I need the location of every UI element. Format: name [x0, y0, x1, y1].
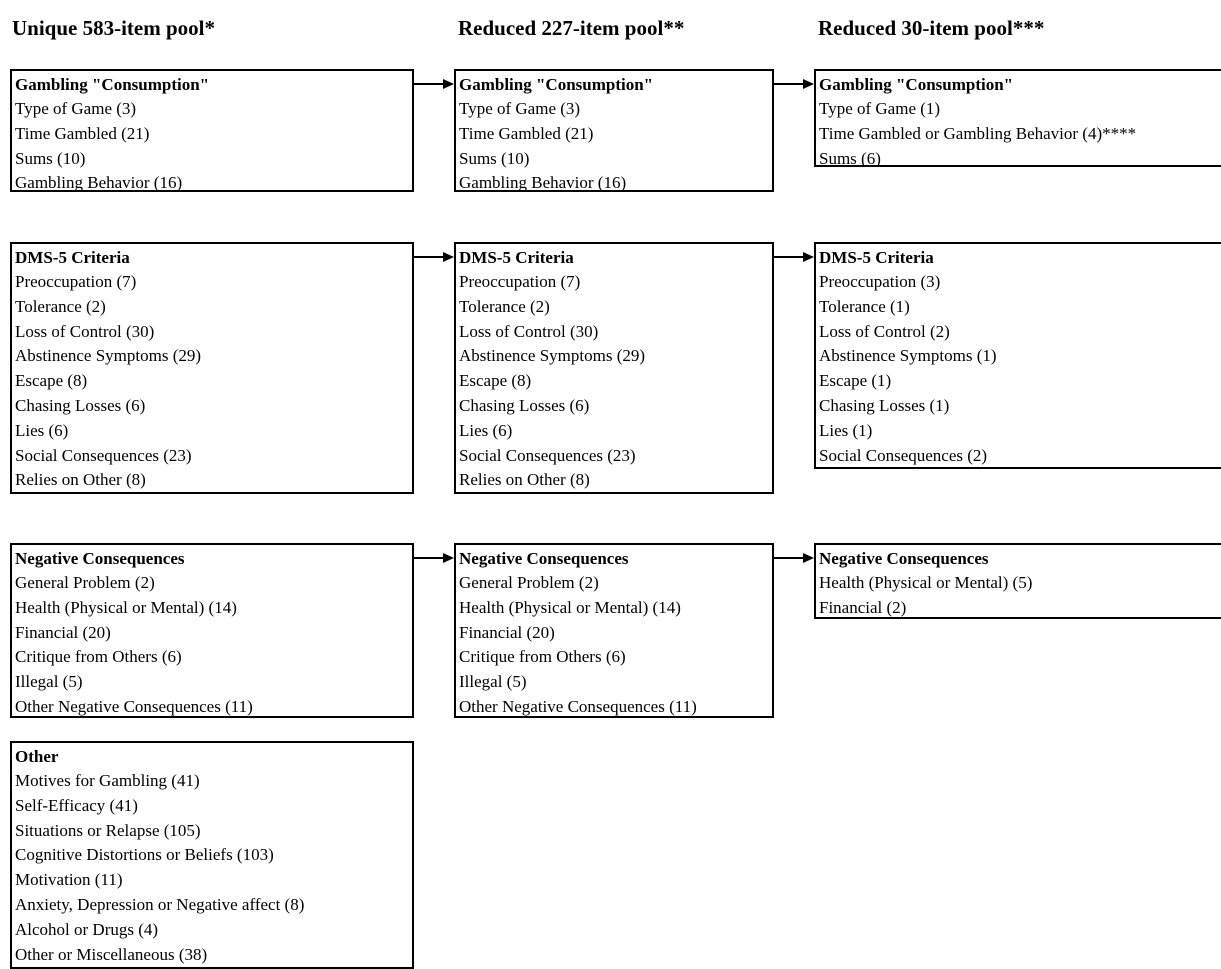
box-item: Type of Game (3): [15, 99, 137, 118]
arrow-consumption-583-to-227: [414, 79, 454, 89]
box-item: Other Negative Consequences (11): [459, 696, 697, 716]
arrow-negative-583-to-227: [414, 553, 454, 563]
box-item: Escape (8): [15, 371, 88, 391]
box-583-negative-consequences: Negative Consequences General Problem (2)…: [10, 543, 414, 718]
box-item: Sums (10): [459, 148, 530, 168]
box-item: Illegal (5): [15, 672, 83, 692]
box-item: Chasing Losses (1): [819, 395, 950, 415]
box-item: General Problem (2): [15, 573, 155, 592]
column-title-30: Reduced 30-item pool***: [818, 16, 1045, 40]
box-item: Type of Game (3): [459, 99, 581, 118]
box-title: DMS-5 Criteria: [15, 248, 130, 267]
box-item: Financial (20): [459, 622, 555, 642]
box-item: Social Consequences (23): [459, 445, 636, 465]
box-item: Type of Game (1): [819, 99, 941, 118]
box-item: Cognitive Distortions or Beliefs (103): [15, 845, 274, 865]
box-item: Tolerance (2): [15, 296, 106, 316]
box-item: Social Consequences (2): [819, 445, 988, 465]
box-item: Alcohol or Drugs (4): [15, 919, 159, 939]
box-item: Illegal (5): [459, 672, 527, 692]
box-item: Time Gambled or Gambling Behavior (4)***…: [819, 123, 1137, 143]
arrow-dsm-227-to-30: [774, 252, 814, 262]
box-227-dsm-criteria: DMS-5 Criteria Preoccupation (7) Tolerance…: [454, 242, 774, 494]
box-item: Critique from Others (6): [459, 647, 626, 667]
box-item: Abstinence Symptoms (29): [459, 346, 646, 366]
column-title-583: Unique 583-item pool*: [12, 16, 216, 40]
box-item: General Problem (2): [459, 573, 599, 592]
box-227-consumption: Gambling "Consumption" Type of Game (3) Ti…: [454, 69, 774, 192]
box-item: Tolerance (2): [459, 296, 550, 316]
box-item: Critique from Others (6): [15, 647, 182, 667]
box-30-dsm-criteria: DMS-5 Criteria Preoccupation (3) Tolerance…: [814, 242, 1221, 469]
box-title: Negative Consequences: [819, 549, 989, 568]
box-item: Motives for Gambling (41): [15, 771, 200, 790]
box-item: Relies on Other (8): [459, 470, 590, 490]
box-title: Negative Consequences: [15, 549, 185, 568]
box-item: Anxiety, Depression or Negative affect (…: [15, 894, 305, 914]
box-item: Other Negative Consequences (11): [15, 696, 253, 716]
box-item: Social Consequences (23): [15, 445, 192, 465]
box-item: Preoccupation (7): [15, 272, 137, 291]
box-item: Situations or Relapse (105): [15, 820, 201, 840]
box-item: Chasing Losses (6): [459, 395, 590, 415]
box-item: Tolerance (1): [819, 296, 910, 316]
box-title: Gambling "Consumption": [819, 75, 1014, 94]
box-item: Chasing Losses (6): [15, 395, 146, 415]
box-583-other: Other Motives for Gambling (41) Self-Effic…: [10, 741, 414, 969]
box-item: Gambling Behavior (16): [15, 173, 183, 192]
box-item: Preoccupation (3): [819, 272, 941, 291]
box-item: Lies (6): [15, 420, 69, 440]
box-item: Time Gambled (21): [459, 123, 594, 143]
box-30-negative-consequences: Negative Consequences Health (Physical or…: [814, 543, 1221, 619]
box-item: Abstinence Symptoms (29): [15, 346, 202, 366]
box-583-consumption: Gambling "Consumption" Type of Game (3) Ti…: [10, 69, 414, 192]
box-item: Preoccupation (7): [459, 272, 581, 291]
box-item: Financial (2): [819, 597, 907, 617]
box-item: Time Gambled (21): [15, 123, 150, 143]
box-item: Escape (8): [459, 371, 532, 391]
arrow-consumption-227-to-30: [774, 79, 814, 89]
box-item: Financial (20): [15, 622, 111, 642]
column-title-227: Reduced 227-item pool**: [458, 16, 685, 40]
box-item: Other or Miscellaneous (38): [15, 944, 208, 964]
box-title: DMS-5 Criteria: [459, 248, 574, 267]
box-item: Loss of Control (30): [15, 321, 155, 341]
box-item: Lies (1): [819, 420, 873, 440]
box-item: Relies on Other (8): [15, 470, 146, 490]
box-title: Gambling "Consumption": [15, 75, 210, 94]
box-item: Lies (6): [459, 420, 513, 440]
box-item: Escape (1): [819, 371, 892, 391]
box-item: Sums (6): [819, 148, 881, 167]
box-item: Motivation (11): [15, 870, 123, 890]
box-227-negative-consequences: Negative Consequences General Problem (2)…: [454, 543, 774, 718]
box-583-dsm-criteria: DMS-5 Criteria Preoccupation (7) Tolerance…: [10, 242, 414, 494]
box-item: Sums (10): [15, 148, 86, 168]
box-title: Other: [15, 747, 59, 766]
arrow-negative-227-to-30: [774, 553, 814, 563]
box-item: Loss of Control (2): [819, 321, 950, 341]
box-title: Gambling "Consumption": [459, 75, 654, 94]
box-item: Self-Efficacy (41): [15, 795, 138, 815]
arrow-dsm-583-to-227: [414, 252, 454, 262]
box-30-consumption: Gambling "Consumption" Type of Game (1) Ti…: [814, 69, 1221, 167]
box-item: Health (Physical or Mental) (5): [819, 573, 1033, 592]
box-item: Health (Physical or Mental) (14): [459, 597, 681, 617]
box-item: Health (Physical or Mental) (14): [15, 597, 237, 617]
box-title: Negative Consequences: [459, 549, 629, 568]
box-item: Abstinence Symptoms (1): [819, 346, 997, 366]
box-item: Loss of Control (30): [459, 321, 599, 341]
box-title: DMS-5 Criteria: [819, 248, 934, 267]
box-item: Gambling Behavior (16): [459, 173, 627, 192]
